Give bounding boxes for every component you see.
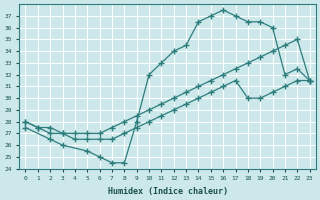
X-axis label: Humidex (Indice chaleur): Humidex (Indice chaleur) bbox=[108, 187, 228, 196]
